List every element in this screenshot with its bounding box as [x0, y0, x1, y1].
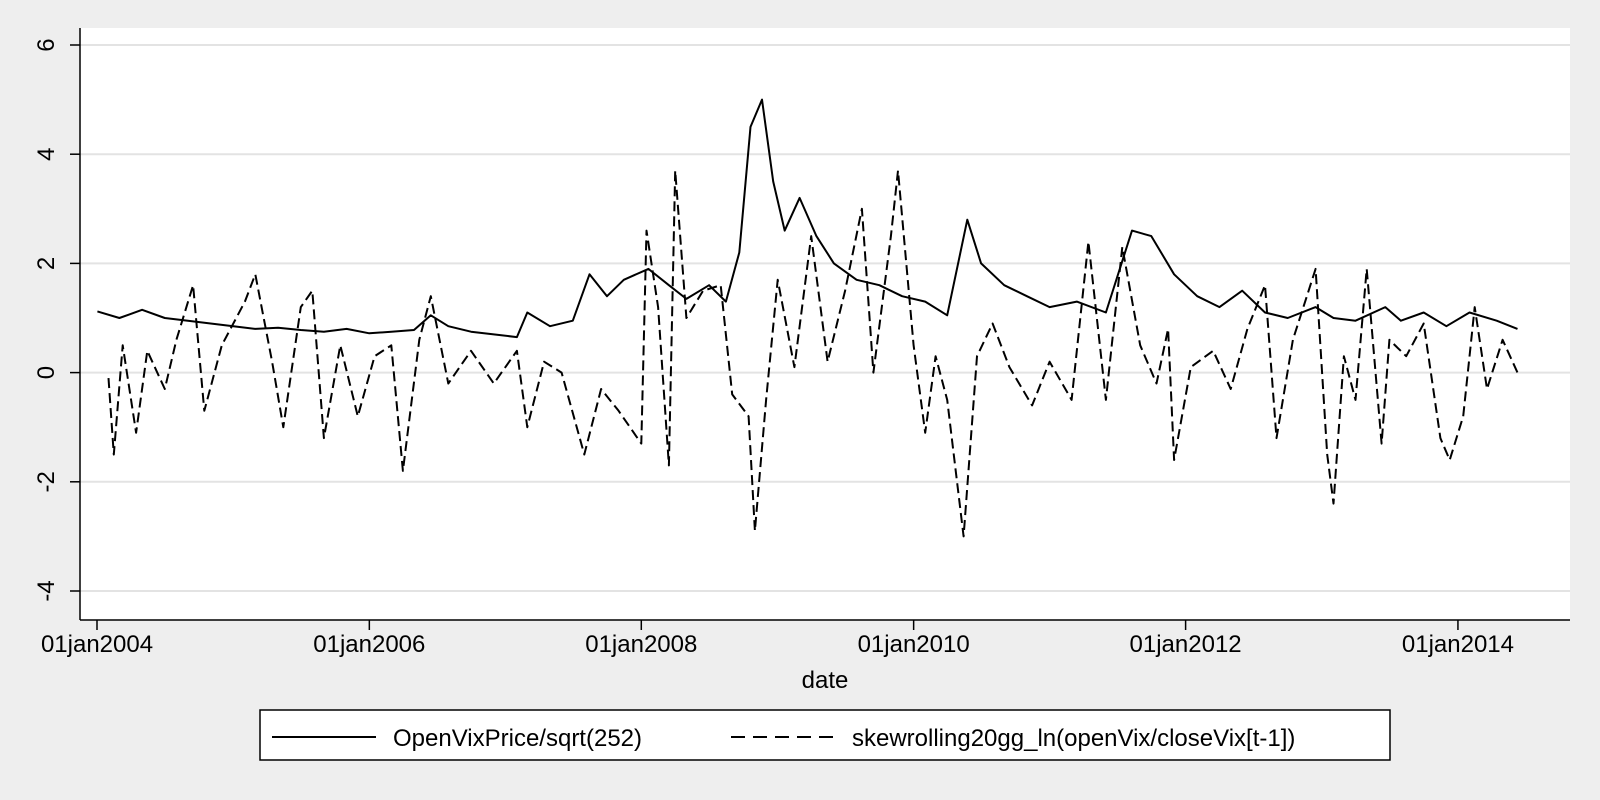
plot-area — [80, 28, 1570, 620]
y-tick-label: 0 — [33, 366, 60, 379]
y-tick-label: -4 — [33, 580, 60, 601]
legend-label-series-2: skewrolling20gg_ln(openVix/closeVix[t-1]… — [852, 725, 1295, 752]
y-tick-label: 4 — [33, 148, 60, 161]
series-line-2 — [107, 169, 1519, 538]
y-axis-ticks: -4 -2 0 2 4 6 — [33, 38, 80, 602]
y-tick-label: 2 — [33, 257, 60, 270]
gridlines — [80, 44, 1570, 592]
x-tick-label: 01jan2006 — [313, 631, 425, 658]
x-tick-label: 01jan2008 — [585, 631, 697, 658]
series-lines — [97, 98, 1519, 538]
x-tick-label: 01jan2010 — [858, 631, 970, 658]
y-tick-label: 6 — [33, 38, 60, 51]
legend: OpenVixPrice/sqrt(252) skewrolling20gg_l… — [259, 709, 1391, 761]
x-axis-title: date — [802, 667, 849, 694]
x-axis-ticks: 01jan2004 01jan2006 01jan2008 01jan2010 01ja… — [41, 620, 1514, 658]
y-tick-label: -2 — [33, 471, 60, 492]
legend-label-series-1: OpenVixPrice/sqrt(252) — [393, 725, 642, 752]
legend-box — [259, 709, 1391, 761]
x-tick-label: 01jan2014 — [1402, 631, 1514, 658]
x-tick-label: 01jan2012 — [1130, 631, 1242, 658]
x-tick-label: 01jan2004 — [41, 631, 153, 658]
